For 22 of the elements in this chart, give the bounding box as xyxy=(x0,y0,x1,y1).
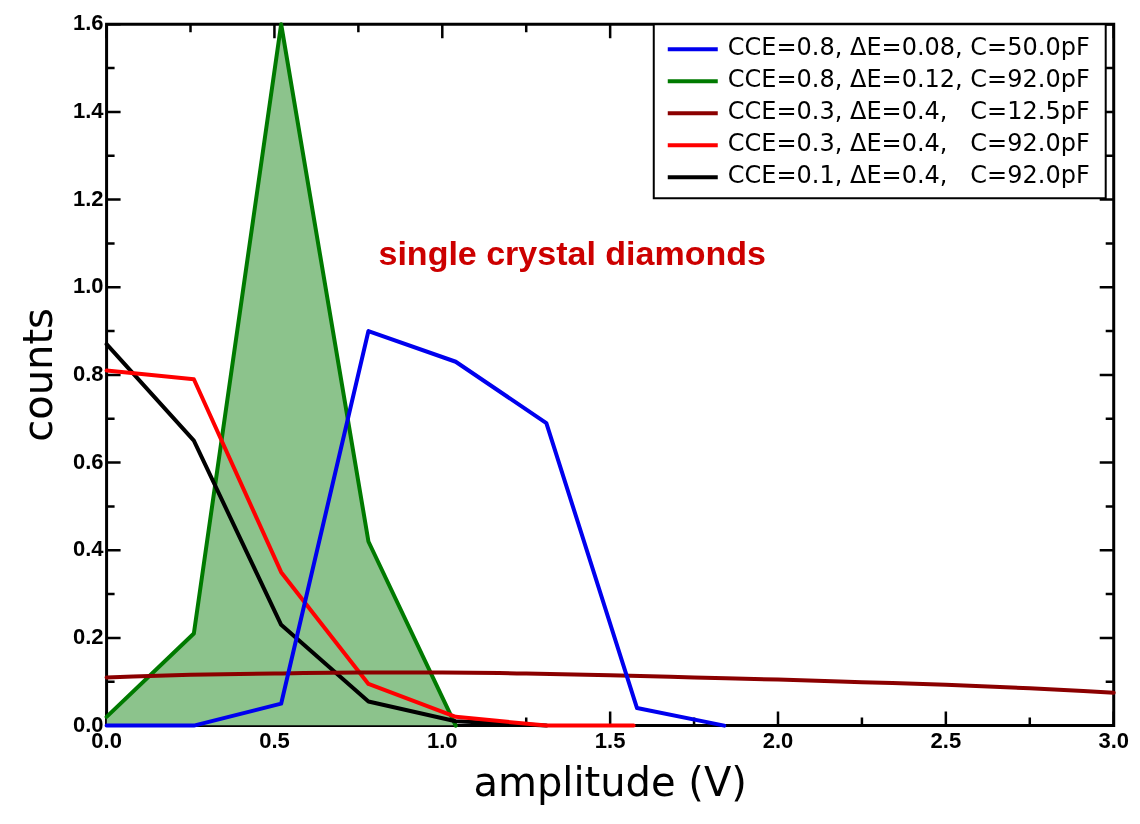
y-tick-label: 1.0 xyxy=(72,273,104,299)
x-tick-label: 0.5 xyxy=(259,727,290,753)
legend-label: CCE=0.1, ΔE=0.4, C=92.0pF xyxy=(727,161,1090,190)
y-tick-label: 0.2 xyxy=(72,623,104,649)
legend-label: CCE=0.8, ΔE=0.12, C=92.0pF xyxy=(727,65,1090,94)
x-tick-label: 2.0 xyxy=(762,727,794,753)
y-tick-label: 1.4 xyxy=(72,97,105,123)
legend-label: CCE=0.3, ΔE=0.4, C=92.0pF xyxy=(727,129,1090,158)
y-axis-title: counts xyxy=(15,308,62,442)
y-tick-label: 0.4 xyxy=(72,536,105,562)
legend-label: CCE=0.8, ΔE=0.08, C=50.0pF xyxy=(727,33,1090,62)
y-tick-label: 0.6 xyxy=(72,448,104,474)
y-tick-label: 1.6 xyxy=(72,10,104,36)
x-tick-label: 2.5 xyxy=(930,727,962,753)
x-tick-label: 1.0 xyxy=(426,727,458,753)
x-axis-title: amplitude (V) xyxy=(473,759,747,806)
x-tick-label: 1.5 xyxy=(594,727,626,753)
legend-label: CCE=0.3, ΔE=0.4, C=12.5pF xyxy=(727,97,1090,126)
y-tick-label: 0.8 xyxy=(72,360,104,386)
annotation: single crystal diamonds xyxy=(378,234,766,273)
x-tick-label: 3.0 xyxy=(1098,727,1130,753)
y-tick-label: 1.2 xyxy=(72,185,104,211)
